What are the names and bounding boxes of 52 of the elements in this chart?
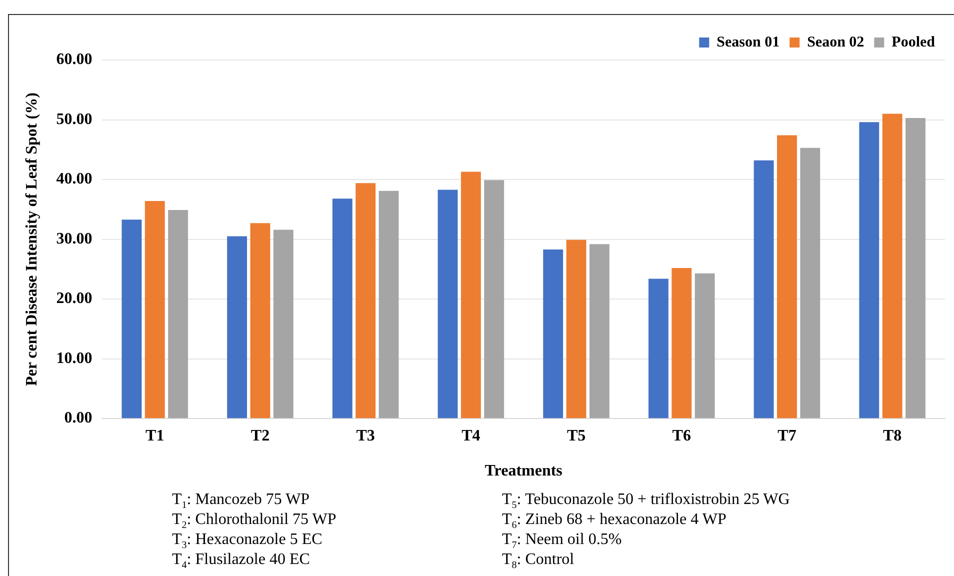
text: T$_{8}$: Control (502, 551, 576, 572)
x-tick-label: T3 (356, 427, 375, 444)
bar (672, 268, 692, 418)
bar (882, 114, 902, 418)
x-axis-title: Treatments (484, 462, 562, 480)
bar (356, 183, 376, 418)
y-tick-label: 20.00 (56, 290, 92, 308)
y-tick-label: 0.00 (64, 410, 92, 427)
y-tick-label: 40.00 (56, 170, 92, 188)
bar (144, 201, 165, 418)
text: T$_{6}$: Zineb 68 + hexaconazole 4 WP (502, 511, 728, 532)
bar (859, 122, 880, 418)
bar (754, 160, 774, 418)
bar (800, 148, 820, 418)
x-tick-label: T7 (778, 427, 796, 444)
bar (694, 273, 715, 418)
x-tick-label: T5 (566, 427, 586, 444)
text: T$_{4}$: Flusilazole 40 EC (172, 551, 311, 572)
bar (438, 190, 458, 418)
x-tick-label: T6 (672, 427, 691, 444)
y-tick-label: 30.00 (56, 230, 92, 248)
y-tick-label: 60.00 (56, 51, 92, 68)
bar (566, 240, 586, 418)
x-tick-label: T4 (462, 427, 480, 444)
x-tick-label: T8 (882, 427, 902, 444)
text: T$_{3}$: Hexaconazole 5 EC (172, 531, 324, 552)
x-tick-label: T2 (250, 427, 270, 444)
bar (378, 190, 399, 418)
y-tick-label: 50.00 (56, 110, 92, 128)
legend-label: Pooled (892, 34, 936, 50)
text: T$_{7}$: Neem oil 0.5% (502, 531, 623, 552)
bar (332, 198, 352, 418)
bar (460, 172, 481, 418)
y-axis-title: Per cent Disease Intensity of Leaf Spot (%) (24, 92, 41, 386)
bar (777, 135, 797, 418)
bar (906, 118, 926, 418)
bar (273, 230, 294, 418)
bar (648, 278, 668, 418)
legend-label: Seaon 02 (807, 34, 864, 50)
text: T$_{2}$: Chlorothalonil 75 WP (172, 511, 338, 532)
x-tick-label: T1 (146, 427, 164, 444)
bar (227, 236, 248, 418)
text: T$_{1}$: Mancozeb 75 WP (172, 491, 311, 512)
text: T$_{5}$: Tebuconazole 50 + trifloxistrobin 25 WG (502, 491, 791, 512)
bar (484, 180, 504, 418)
bar (250, 223, 270, 418)
y-tick-label: 10.00 (56, 350, 92, 367)
legend-label: Season 01 (716, 34, 780, 50)
bar (122, 220, 142, 418)
bar (168, 210, 188, 418)
bar (543, 249, 564, 418)
bar (589, 244, 610, 418)
